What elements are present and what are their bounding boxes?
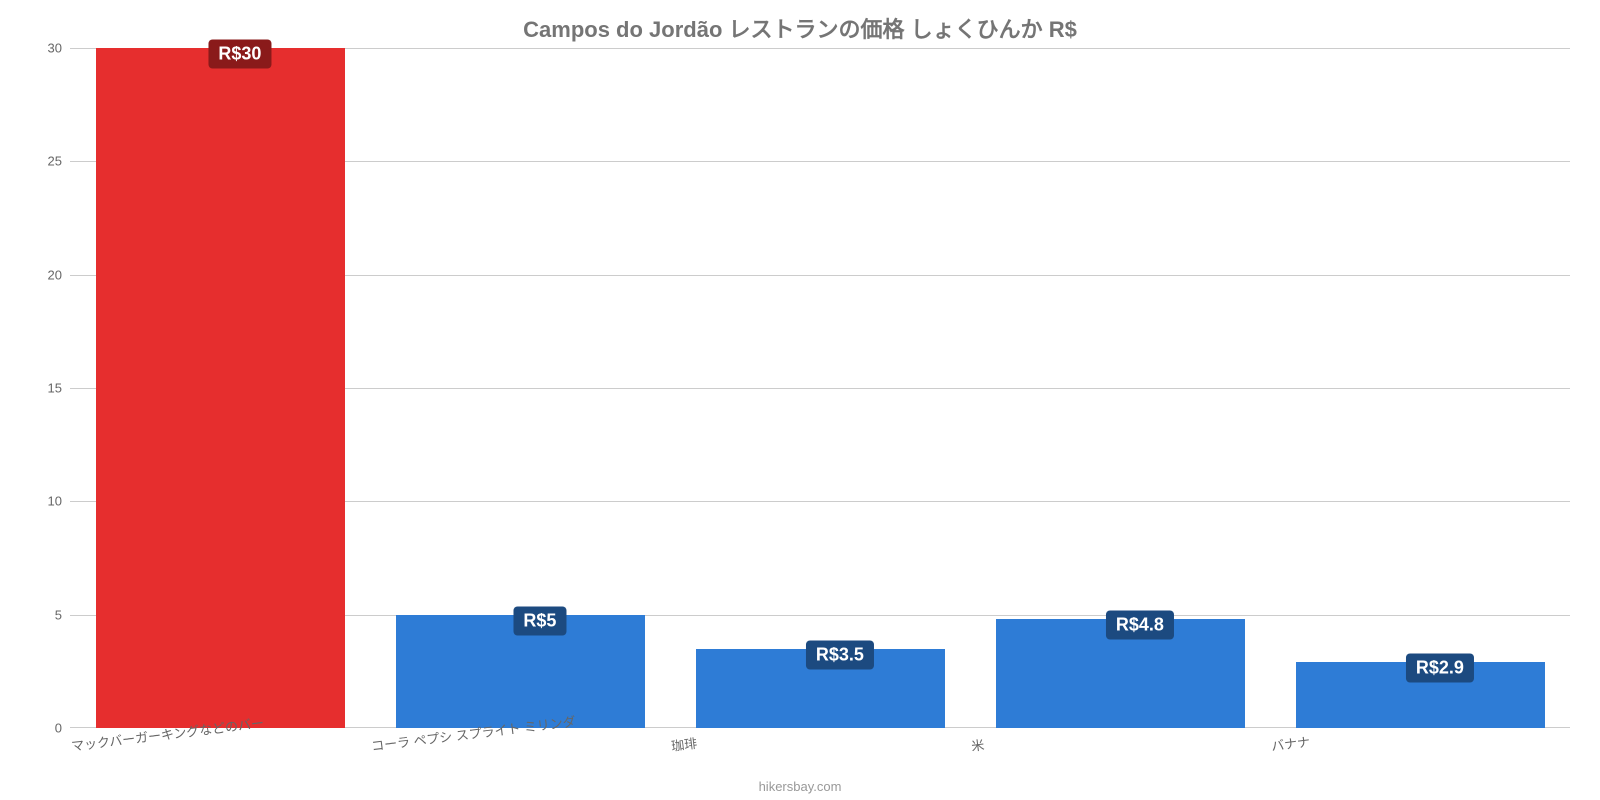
category-label: バナナ [1270, 731, 1309, 736]
category-label: 米 [970, 734, 983, 736]
plot-area: 051015202530R$30マックバーガーキングなどのバーR$5コーラ ペプ… [70, 48, 1570, 728]
value-badge: R$2.9 [1406, 654, 1474, 683]
credit-text: hikersbay.com [0, 779, 1600, 794]
y-tick-label: 5 [55, 607, 70, 622]
y-tick-label: 15 [48, 381, 70, 396]
value-badge: R$3.5 [806, 640, 874, 669]
y-tick-label: 30 [48, 41, 70, 56]
bar [96, 48, 345, 728]
value-badge: R$30 [208, 40, 271, 69]
value-badge: R$4.8 [1106, 611, 1174, 640]
y-tick-label: 25 [48, 154, 70, 169]
value-badge: R$5 [513, 606, 566, 635]
price-bar-chart: Campos do Jordão レストランの価格 しょくひんか R$ 0510… [0, 0, 1600, 800]
y-tick-label: 20 [48, 267, 70, 282]
category-label: 珈琲 [670, 733, 696, 736]
y-tick-label: 10 [48, 494, 70, 509]
y-tick-label: 0 [55, 721, 70, 736]
